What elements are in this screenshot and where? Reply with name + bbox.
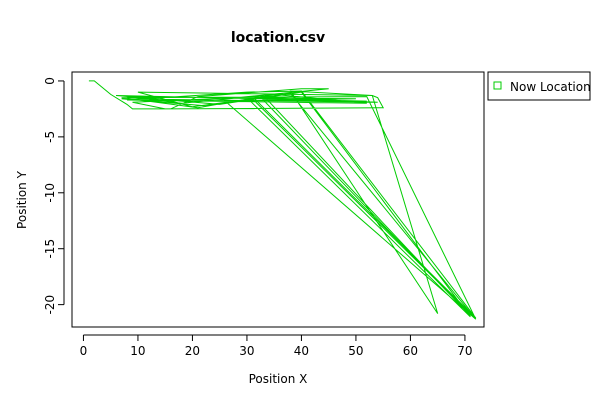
legend-marker-now-location	[493, 81, 502, 90]
data-series-group	[88, 80, 477, 320]
y-tick-label: -20	[43, 295, 57, 315]
series-line-0	[88, 80, 477, 320]
x-axis-label: Position X	[249, 372, 308, 386]
y-tick-label: 0	[43, 77, 57, 85]
x-tick-label: 40	[294, 344, 309, 358]
plot-frame	[71, 71, 485, 328]
x-tick-label: 70	[457, 344, 472, 358]
x-tick-label: 20	[185, 344, 200, 358]
y-tick-label: -15	[43, 239, 57, 259]
x-tick-label: 30	[239, 344, 254, 358]
y-tick-label: -5	[43, 131, 57, 143]
x-tick-label: 0	[80, 344, 88, 358]
chart-title: location.csv	[231, 30, 325, 46]
x-tick-label: 60	[403, 344, 418, 358]
x-axis: 0 10 20 30 40 50 60 70	[80, 334, 473, 358]
y-axis-label: Position Y	[15, 170, 29, 229]
x-tick-label: 10	[130, 344, 145, 358]
y-axis: 0 -5 -10 -15 -20	[43, 77, 65, 315]
y-tick-label: -10	[43, 183, 57, 203]
x-tick-label: 50	[348, 344, 363, 358]
legend-label-now-location: Now Location	[510, 80, 591, 94]
legend-box	[487, 71, 591, 101]
legend: Now Location	[487, 71, 591, 101]
